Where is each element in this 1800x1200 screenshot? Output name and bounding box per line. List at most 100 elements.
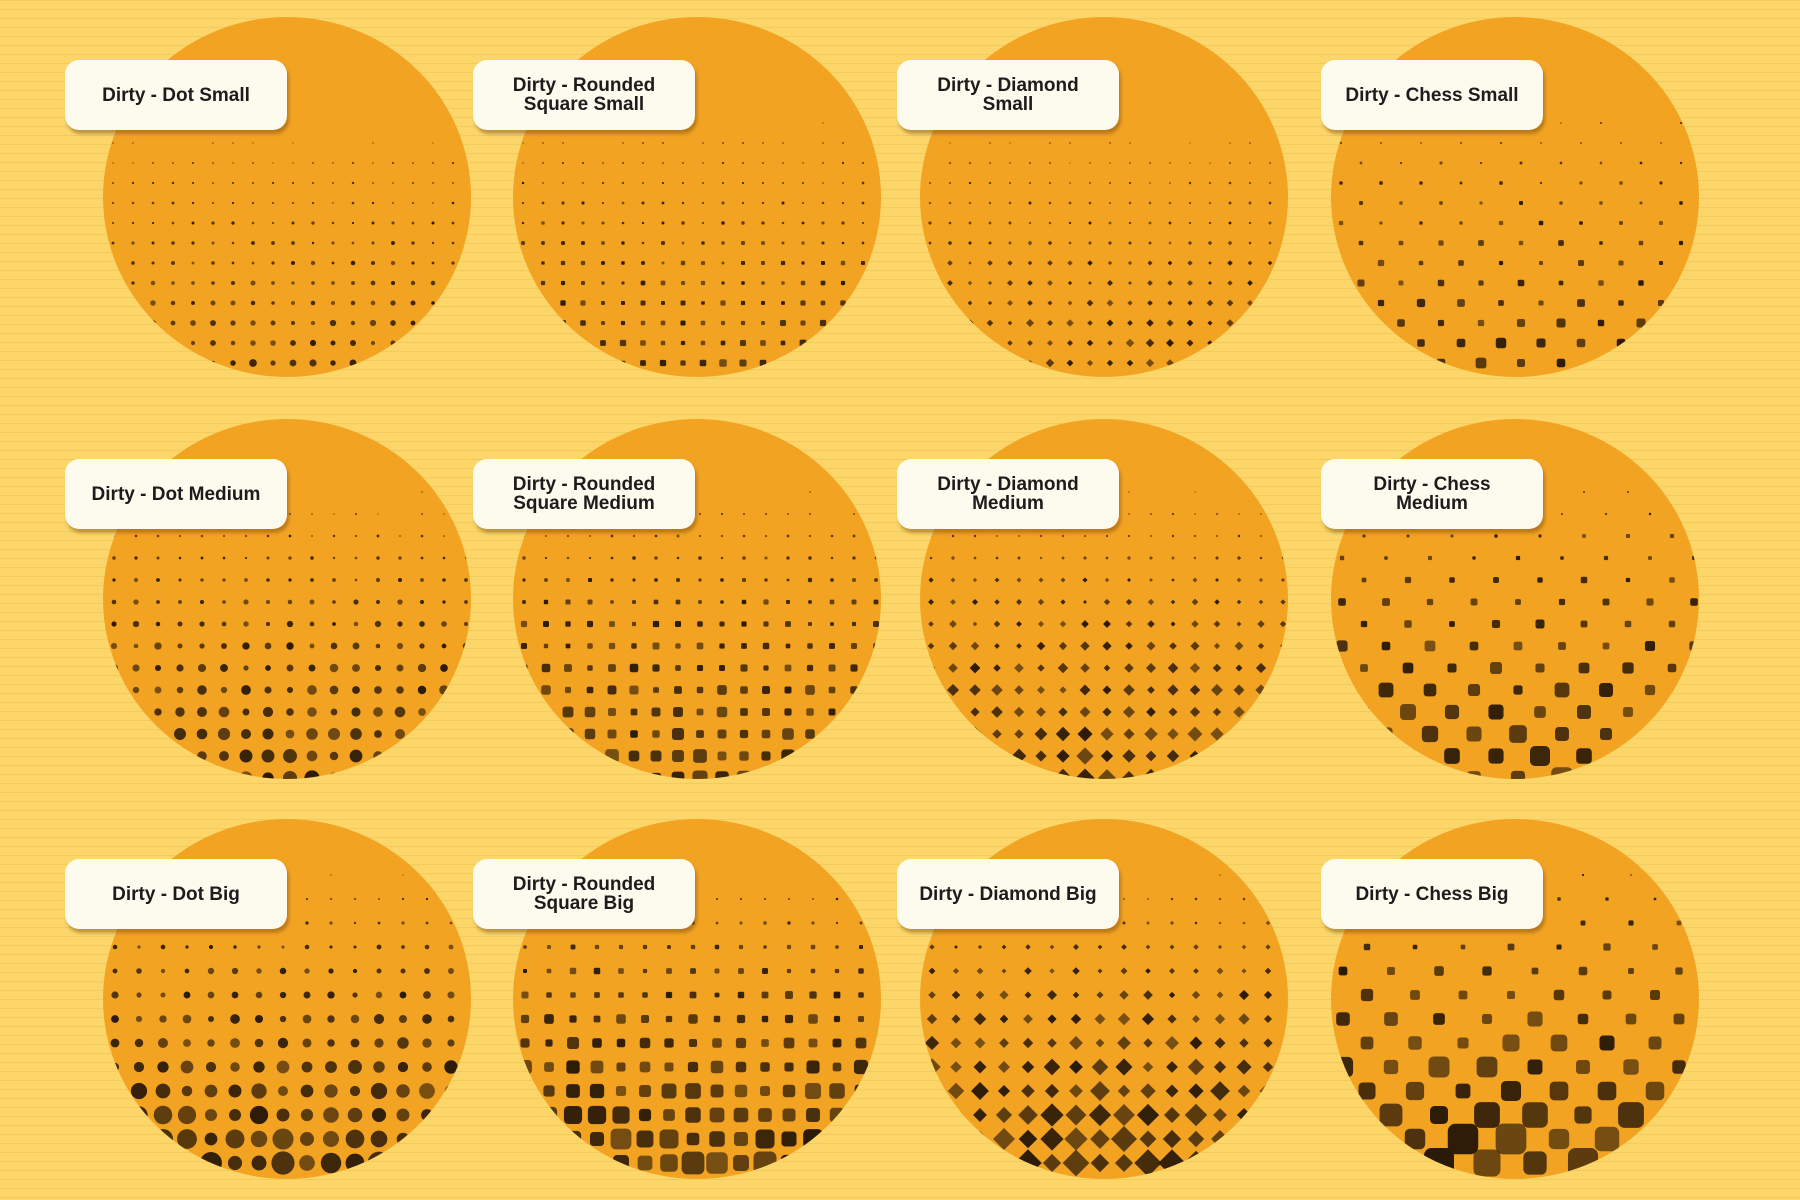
halftone-mark <box>212 142 214 144</box>
halftone-mark <box>579 359 587 367</box>
halftone-mark <box>923 770 939 779</box>
halftone-mark <box>1129 142 1131 144</box>
halftone-mark <box>1028 221 1032 225</box>
halftone-mark <box>1055 726 1071 742</box>
halftone-mark <box>784 1014 794 1024</box>
halftone-mark <box>859 921 863 925</box>
halftone-mark <box>1578 662 1590 674</box>
halftone-mark <box>780 340 786 346</box>
halftone-mark <box>1498 220 1504 226</box>
halftone-mark <box>968 241 972 245</box>
halftone-mark <box>332 622 336 626</box>
halftone-mark <box>719 643 725 649</box>
halftone-mark <box>1210 727 1224 741</box>
halftone-mark <box>131 221 135 225</box>
halftone-mark <box>632 556 636 560</box>
halftone-mark <box>271 1151 295 1175</box>
halftone-mark <box>309 359 317 367</box>
halftone-mark <box>177 643 183 649</box>
halftone-mark <box>1103 598 1111 606</box>
halftone-mark <box>601 221 605 225</box>
halftone-mark <box>1122 705 1136 719</box>
halftone-mark <box>560 280 566 286</box>
halftone-mark <box>659 359 667 367</box>
halftone-mark <box>1254 771 1268 779</box>
halftone-mark <box>1599 161 1603 165</box>
halftone-mark <box>1424 640 1436 652</box>
halftone-mark <box>1228 201 1232 205</box>
halftone-mark <box>320 1152 342 1174</box>
halftone-mark <box>438 728 450 740</box>
halftone-mark <box>988 241 992 245</box>
halftone-mark <box>1167 662 1179 674</box>
halftone-mark <box>1102 685 1112 695</box>
halftone-mark <box>589 1155 605 1171</box>
halftone-mark <box>1189 162 1191 164</box>
halftone-mark <box>310 300 316 306</box>
halftone-mark <box>852 578 856 582</box>
halftone-mark <box>1187 280 1193 286</box>
halftone-mark <box>948 663 958 673</box>
halftone-mark <box>1008 221 1012 225</box>
halftone-mark <box>1437 319 1445 327</box>
halftone-mark <box>309 339 317 347</box>
halftone-mark <box>565 643 571 649</box>
halftone-mark <box>130 360 136 366</box>
halftone-mark <box>569 1015 577 1023</box>
halftone-mark <box>1072 967 1080 975</box>
halftone-mark <box>184 968 190 974</box>
halftone-mark <box>1018 1105 1038 1125</box>
halftone-mark <box>330 340 336 346</box>
halftone-mark <box>370 1082 388 1100</box>
halftone-mark <box>1233 684 1245 696</box>
halftone-mark <box>682 182 684 184</box>
halftone-mark <box>1628 920 1634 926</box>
halftone-mark <box>519 751 529 761</box>
halftone-mark <box>742 534 746 538</box>
halftone-mark <box>759 359 767 367</box>
swatch-label: Dirty - Rounded Square Medium <box>473 459 695 529</box>
halftone-mark <box>641 221 645 225</box>
halftone-mark <box>541 707 551 717</box>
halftone-mark <box>1103 664 1111 672</box>
halftone-mark <box>1089 182 1091 184</box>
halftone-mark <box>1066 319 1074 327</box>
halftone-mark <box>328 772 340 779</box>
halftone-mark <box>1186 339 1194 347</box>
halftone-mark <box>331 241 335 245</box>
halftone-mark <box>1582 534 1586 538</box>
halftone-mark <box>1402 662 1414 674</box>
halftone-mark <box>1248 221 1252 225</box>
halftone-mark <box>661 201 665 205</box>
halftone-mark <box>545 1039 553 1047</box>
halftone-mark <box>448 944 454 950</box>
halftone-mark <box>251 241 255 245</box>
halftone-mark <box>1274 747 1288 765</box>
halftone-mark <box>807 643 813 649</box>
halftone-mark <box>999 1014 1009 1024</box>
halftone-mark <box>835 921 839 925</box>
halftone-mark <box>266 556 270 560</box>
halftone-mark <box>1477 319 1485 327</box>
halftone-mark <box>1049 944 1055 950</box>
halftone-mark <box>1207 280 1213 286</box>
halftone-mark <box>261 749 275 763</box>
halftone-mark <box>392 182 394 184</box>
halftone-mark <box>230 280 236 286</box>
halftone-mark <box>1166 319 1174 327</box>
halftone-mark <box>1128 491 1130 493</box>
halftone-mark <box>1360 664 1368 672</box>
halftone-mark <box>1048 201 1052 205</box>
halftone-mark <box>111 991 119 999</box>
halftone-mark <box>559 359 567 367</box>
halftone-mark <box>822 122 824 124</box>
halftone-mark <box>802 748 818 764</box>
halftone-mark <box>1205 358 1215 368</box>
halftone-mark <box>1657 299 1665 307</box>
halftone-mark <box>1559 161 1563 165</box>
halftone-mark <box>1069 162 1071 164</box>
halftone-mark <box>520 1014 530 1024</box>
halftone-mark <box>390 300 396 306</box>
halftone-mark <box>541 1131 557 1147</box>
halftone-mark <box>1146 897 1150 901</box>
